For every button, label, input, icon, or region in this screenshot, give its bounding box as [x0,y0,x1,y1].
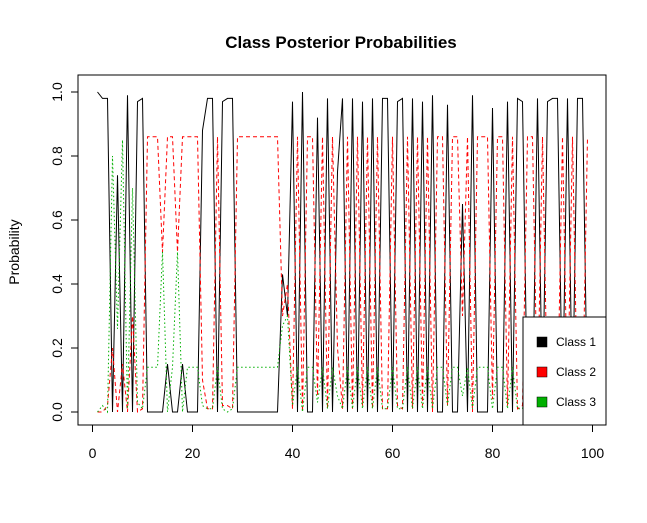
y-axis: 0.0 0.2 0.4 0.6 0.8 1.0 [49,82,79,422]
y-tick-label: 0.4 [49,274,65,294]
legend-swatch-2 [536,366,548,378]
legend-label-2: Class 2 [556,365,596,379]
x-axis: 0 20 40 60 80 100 [89,424,605,461]
legend-swatch-1 [536,336,548,348]
x-tick-label: 60 [385,445,401,461]
legend: Class 1 Class 2 Class 3 [522,316,607,426]
x-tick-label: 0 [89,445,97,461]
legend-label-3: Class 3 [556,395,596,409]
x-tick-label: 40 [285,445,301,461]
series-layer [97,91,588,414]
y-tick-label: 0.0 [49,402,65,422]
y-tick-label: 1.0 [49,82,65,102]
series-line-2 [97,136,588,413]
y-tick-label: 0.2 [49,338,65,358]
legend-label-1: Class 1 [556,335,596,349]
x-tick-label: 80 [485,445,501,461]
y-tick-label: 0.8 [49,146,65,166]
x-tick-label: 100 [581,445,605,461]
legend-swatch-3 [536,396,548,408]
y-axis-label: Probability [6,219,22,284]
series-line-1 [97,91,588,413]
y-tick-label: 0.6 [49,210,65,230]
chart-title: Class Posterior Probabilities [225,33,456,52]
series-line-3 [97,139,588,414]
x-tick-label: 20 [185,445,201,461]
